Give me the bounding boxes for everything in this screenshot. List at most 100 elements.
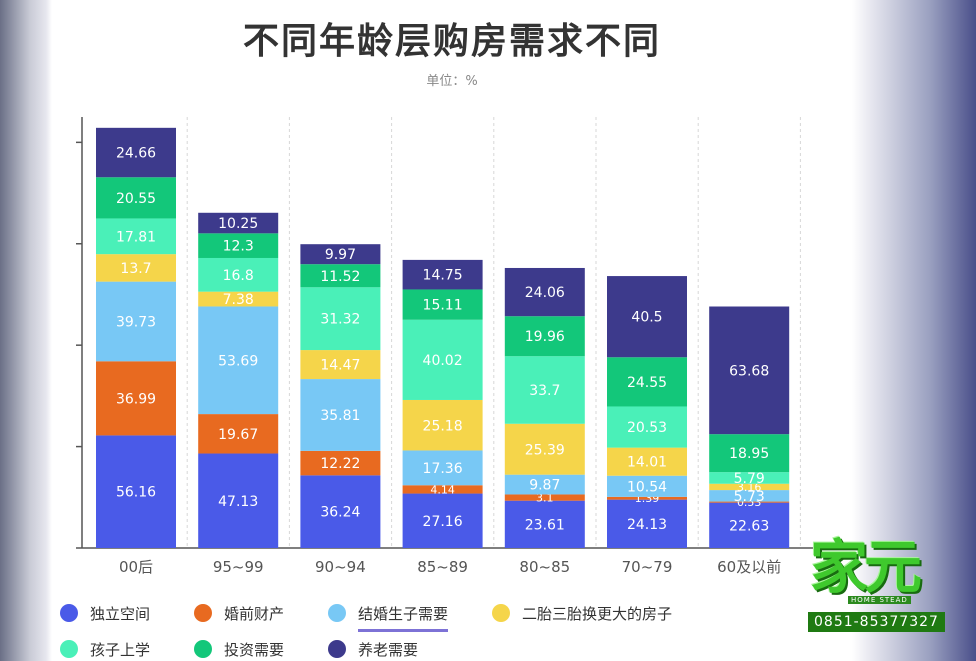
x-tick-label: 00后 [119, 558, 153, 576]
data-label: 12.22 [320, 456, 360, 472]
legend-label: 养老需要 [358, 640, 419, 659]
bar-segment [300, 450, 381, 476]
data-label: 63.68 [729, 363, 769, 379]
data-label: 3.16 [737, 481, 762, 494]
legend-item[interactable]: 婚前财产 [194, 603, 284, 623]
bar-segment [402, 450, 483, 486]
bar-segment [96, 127, 176, 178]
data-label: 33.7 [529, 383, 560, 399]
data-label: 18.95 [729, 446, 769, 462]
data-label: 20.53 [627, 420, 667, 436]
bar-segment [504, 267, 585, 317]
bar-segment [402, 399, 483, 451]
data-label: 39.73 [116, 314, 156, 330]
data-label: 19.96 [525, 329, 565, 345]
data-label: 12.3 [223, 239, 254, 255]
data-label: 3.1 [536, 492, 554, 505]
bar-segment [300, 244, 381, 265]
bar-segment [709, 472, 790, 484]
data-label: 14.01 [627, 455, 667, 471]
chart-page: 不同年龄层购房需求不同 单位：% 56.16 36.99 39.73 13.7 17.8… [52, 0, 852, 661]
legend-item[interactable]: 结婚生子需要 [328, 603, 449, 632]
data-label: 15.11 [423, 298, 463, 314]
bar-segment [504, 474, 585, 495]
bar-segment [607, 496, 687, 500]
bar-segment [198, 233, 279, 258]
data-label: 25.18 [423, 418, 463, 434]
bar-segment [198, 257, 279, 292]
stacked-bar-chart: 56.16 36.99 39.73 13.7 17.81 20.55 24.66 00后 47.… [76, 117, 842, 576]
chart-legend: 独立空间 婚前财产 结婚生子需要 二胎三胎换更大的房子孩子上学 投资需要 养老需要 [60, 603, 850, 659]
x-tick-label: 60及以前 [717, 558, 781, 576]
legend-label: 结婚生子需要 [358, 603, 449, 632]
bar-segment [709, 490, 790, 502]
x-tick-label: 90~94 [315, 558, 366, 576]
brand-phone-number: 0851-85377327 [808, 612, 945, 632]
data-label: 24.55 [627, 375, 667, 391]
data-label: 23.61 [525, 517, 565, 533]
data-label: 35.81 [320, 408, 360, 424]
data-label: 53.69 [218, 353, 258, 369]
bar-segment [300, 350, 381, 380]
bar-segment [402, 319, 483, 400]
legend-color-dot [60, 640, 78, 658]
data-label: 9.97 [325, 247, 356, 263]
bar-segment [96, 281, 176, 362]
data-label: 24.06 [525, 285, 565, 301]
data-label: 22.63 [729, 518, 769, 534]
legend-label: 独立空间 [90, 604, 151, 623]
bar-segment [607, 357, 687, 407]
bar-segment [709, 502, 790, 548]
data-label: 19.67 [218, 427, 258, 443]
bar-segment [300, 379, 381, 451]
legend-item[interactable]: 投资需要 [194, 639, 284, 659]
bar-segment [504, 316, 585, 357]
data-label: 14.75 [423, 268, 463, 284]
chart-unit-label: 单位：% [426, 74, 478, 89]
chart-title: 不同年龄层购房需求不同 [242, 21, 661, 62]
bar-segment [402, 289, 483, 320]
data-label: 47.13 [218, 494, 258, 510]
data-label: 56.16 [116, 485, 156, 501]
bar-segment [402, 259, 483, 290]
bar-segment [198, 291, 279, 307]
bar-segment [607, 447, 687, 476]
data-label: 10.25 [218, 216, 258, 232]
legend-item[interactable]: 二胎三胎换更大的房子 [492, 603, 672, 623]
legend-label: 二胎三胎换更大的房子 [522, 604, 673, 623]
legend-item[interactable]: 独立空间 [60, 603, 150, 623]
bar-segment [709, 483, 790, 491]
data-label: 20.55 [116, 191, 156, 207]
legend-item[interactable]: 孩子上学 [60, 639, 150, 659]
legend-item[interactable]: 养老需要 [328, 639, 418, 659]
data-label: 4.14 [430, 483, 455, 496]
data-label: 5.79 [734, 471, 765, 487]
data-label: 17.81 [116, 229, 156, 245]
bar-segment [198, 453, 279, 548]
legend-label: 孩子上学 [90, 640, 151, 659]
data-label: 14.47 [320, 358, 360, 374]
legend-label: 婚前财产 [224, 604, 285, 623]
bar-segment [607, 475, 687, 497]
bar-segment [709, 306, 790, 435]
data-label: 17.36 [423, 461, 463, 477]
bar-segment [96, 177, 176, 219]
legend-color-dot [194, 604, 213, 622]
brand-logo-text: 家元 [810, 533, 922, 601]
bar-segment [504, 423, 585, 475]
x-tick-label: 80~85 [519, 558, 570, 576]
legend-color-dot [492, 604, 511, 622]
data-label: 31.32 [320, 312, 360, 328]
data-label: 24.13 [627, 517, 667, 533]
bar-segment [300, 287, 381, 351]
x-tick-label: 70~79 [622, 558, 673, 576]
bar-segment [198, 414, 279, 454]
data-label: 25.39 [525, 442, 565, 458]
data-label: 24.66 [116, 146, 156, 162]
bar-segment [607, 499, 687, 548]
bar-segment [198, 212, 279, 234]
data-label: 40.02 [423, 353, 463, 369]
data-label: 16.8 [223, 268, 254, 284]
data-label: 11.52 [320, 269, 360, 285]
data-label: 9.87 [529, 478, 560, 494]
